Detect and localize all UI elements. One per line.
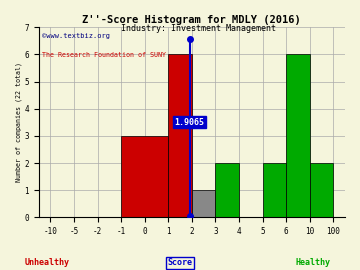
Bar: [262, 163, 286, 217]
Bar: [168, 54, 192, 217]
Bar: [121, 136, 168, 217]
Text: Score: Score: [167, 258, 193, 267]
Bar: [286, 54, 310, 217]
Text: Unhealthy: Unhealthy: [24, 258, 69, 267]
Text: Healthy: Healthy: [296, 258, 331, 267]
Bar: [310, 163, 333, 217]
Bar: [215, 163, 239, 217]
Text: Industry: Investment Management: Industry: Investment Management: [121, 24, 275, 33]
Title: Z''-Score Histogram for MDLY (2016): Z''-Score Histogram for MDLY (2016): [82, 15, 301, 25]
Text: ©www.textbiz.org: ©www.textbiz.org: [42, 33, 110, 39]
Bar: [192, 190, 215, 217]
Text: 1.9065: 1.9065: [175, 118, 204, 127]
Text: The Research Foundation of SUNY: The Research Foundation of SUNY: [42, 52, 166, 58]
Y-axis label: Number of companies (22 total): Number of companies (22 total): [15, 62, 22, 182]
